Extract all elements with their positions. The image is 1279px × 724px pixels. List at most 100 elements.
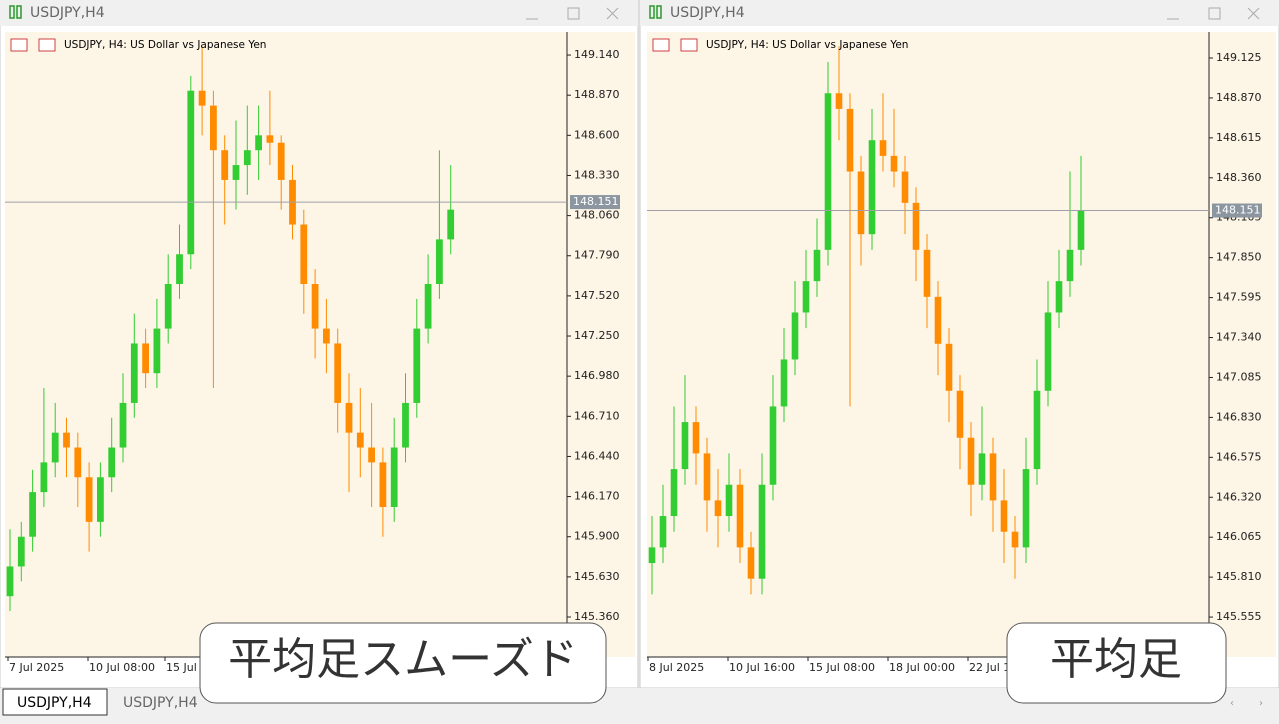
candle-body: [1066, 249, 1074, 282]
header-icon: [680, 38, 698, 52]
header-icon: [10, 38, 28, 52]
tab[interactable]: USDJPY,H4: [17, 695, 92, 711]
candle-body: [901, 171, 909, 203]
candle-body: [670, 469, 678, 517]
candle-body: [791, 312, 799, 360]
y-tick-label: 149.125: [1216, 51, 1262, 64]
candle-body: [85, 477, 93, 522]
candle-body: [142, 343, 149, 374]
x-tick-label: 8 Jul 2025: [649, 661, 704, 674]
title-bar: [0, 0, 638, 26]
y-tick-label: 145.555: [1216, 610, 1262, 623]
candle-body: [725, 484, 733, 517]
close-btn[interactable]: [606, 7, 619, 20]
candle-body: [1000, 500, 1008, 532]
y-tick-label: 147.595: [1216, 291, 1262, 304]
x-tick-label: 10 Jul 08:00: [89, 661, 155, 674]
candle-body: [153, 328, 161, 374]
candle-body: [187, 90, 195, 255]
candle-body: [813, 249, 821, 282]
candle-body: [6, 566, 14, 597]
candle-body: [97, 477, 104, 522]
icon: [16, 5, 22, 19]
y-tick-label: 145.360: [574, 610, 620, 623]
overlay-box: [199, 622, 607, 704]
candle-body: [413, 328, 421, 403]
y-tick-label: 149.140: [574, 48, 620, 61]
close-btn[interactable]: [1247, 7, 1260, 20]
candle-body: [108, 447, 116, 478]
tab-active[interactable]: [2, 688, 108, 716]
candle-body: [40, 462, 48, 493]
candle-body: [802, 281, 810, 313]
candle-body: [119, 402, 127, 448]
candle-body: [835, 93, 843, 109]
price-label: 148.151: [1215, 204, 1261, 217]
candle-body: [681, 422, 689, 470]
candle-body: [266, 135, 274, 143]
candle-body: [736, 484, 744, 548]
candle-body: [51, 432, 59, 463]
candle-body: [1011, 531, 1019, 548]
window-title: USDJPY,H4: [670, 5, 745, 21]
candle-body: [824, 93, 832, 250]
candle-body: [868, 140, 876, 235]
candle-body: [277, 142, 285, 180]
candle-body: [846, 108, 854, 172]
candle-body: [890, 155, 898, 172]
chart-area: [647, 32, 1276, 657]
candle-body: [221, 150, 229, 180]
overlay-label: 平均足スムーズド: [228, 634, 578, 685]
candle-body: [912, 202, 920, 250]
candle-body: [1022, 469, 1030, 548]
candle-body: [390, 447, 398, 507]
overlay-box: [1006, 622, 1227, 704]
y-tick-label: 146.830: [1216, 410, 1262, 423]
chart-title: USDJPY, H4: US Dollar vs Japanese Yen: [706, 39, 908, 51]
y-tick-label: 148.060: [574, 209, 620, 222]
candle-body: [176, 254, 183, 284]
candle-body: [857, 171, 865, 235]
y-tick-label: 146.065: [1216, 530, 1262, 543]
x-tick-label: 7 Jul 2025: [9, 661, 64, 674]
maximize-btn[interactable]: [567, 7, 580, 20]
y-tick-label: 147.850: [1216, 251, 1262, 264]
candle-body: [714, 500, 722, 517]
candle-body: [692, 422, 700, 454]
x-tick-label: 15 Jul: [166, 661, 197, 674]
candle-body: [659, 516, 667, 548]
candle-body: [436, 239, 443, 284]
scroll-arrow[interactable]: ‹: [1230, 698, 1234, 709]
candle-body: [989, 453, 997, 501]
candle-body: [1044, 312, 1052, 391]
candle-body: [345, 402, 353, 433]
candle-body: [164, 283, 172, 329]
maximize-btn[interactable]: [1208, 7, 1221, 20]
scroll-arrow[interactable]: ›: [1259, 698, 1263, 709]
price-tag: [570, 195, 620, 210]
candle-body: [780, 359, 788, 407]
y-tick-label: 145.900: [574, 530, 620, 543]
icon: [649, 5, 655, 19]
title-bar: [640, 0, 1279, 26]
candle-body: [402, 402, 409, 448]
y-tick-label: 147.250: [574, 329, 620, 342]
candle-body: [323, 328, 330, 344]
candle-body: [356, 432, 364, 448]
candle-body: [945, 343, 953, 391]
candle-body: [1033, 390, 1041, 470]
candle-body: [232, 165, 240, 180]
y-tick-label: 146.980: [574, 369, 620, 382]
candle-body: [956, 390, 964, 438]
price-label: 148.151: [573, 195, 619, 208]
y-tick-label: 146.440: [574, 449, 620, 462]
candle-body: [17, 536, 25, 567]
candle-body: [769, 406, 777, 485]
y-tick-label: 146.320: [1216, 490, 1262, 503]
tab[interactable]: USDJPY,H4: [123, 695, 198, 711]
candle-body: [379, 462, 387, 507]
x-tick-label: 22 Jul 1: [969, 661, 1010, 674]
y-tick-label: 146.710: [574, 409, 620, 422]
y-tick-label: 145.630: [574, 570, 620, 583]
y-tick-label: 148.870: [1216, 91, 1262, 104]
